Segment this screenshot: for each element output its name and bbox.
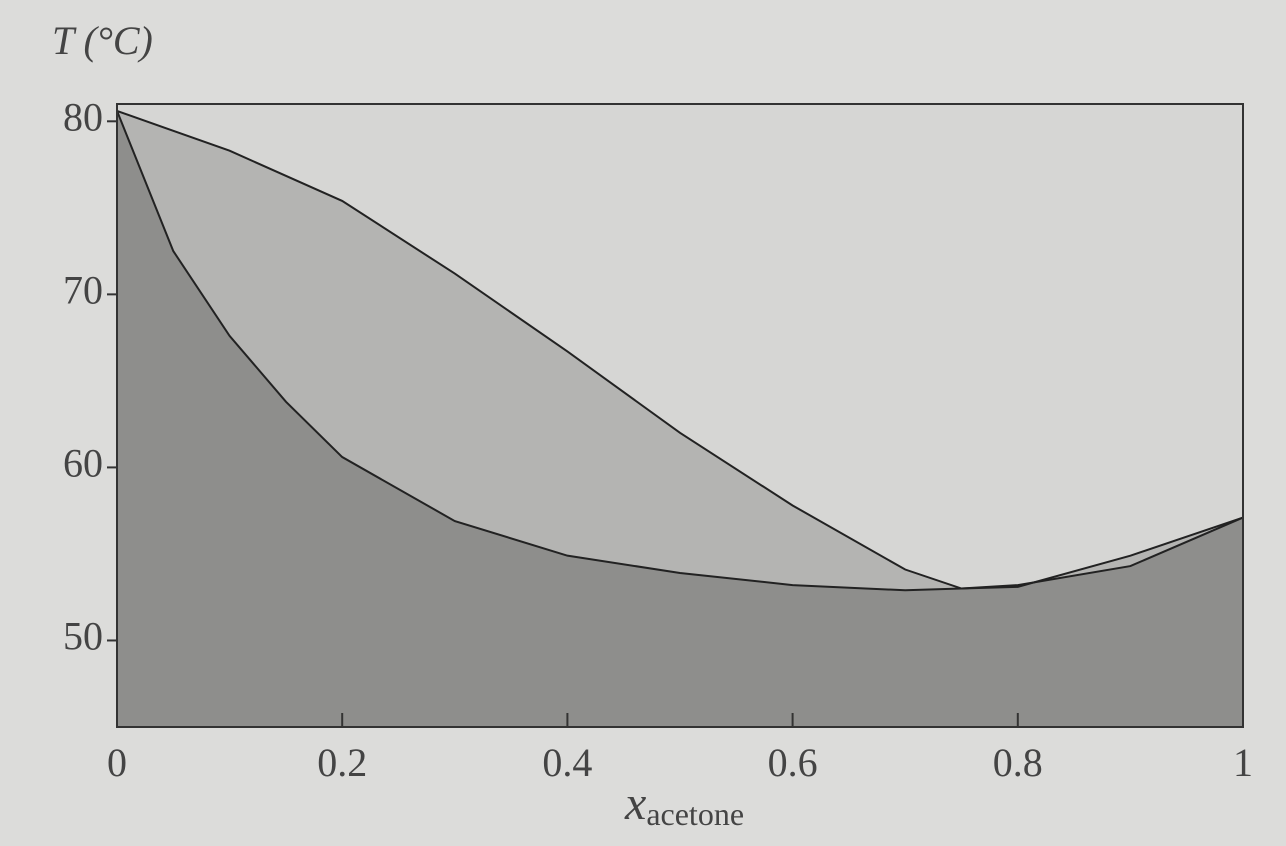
x-axis-label-main: x (624, 777, 646, 830)
plot-frame (116, 103, 1244, 728)
area (117, 110, 1243, 727)
y-axis-label: T (°C) (52, 18, 153, 63)
x-axis-label: xacetone (624, 777, 744, 832)
y-tick-label: 60 (63, 441, 103, 486)
y-tick-label: 50 (63, 614, 103, 659)
x-tick-label: 0.8 (993, 740, 1043, 785)
x-tick-label: 1 (1233, 740, 1253, 785)
y-tick-label: 70 (63, 268, 103, 313)
x-axis-label-sub: acetone (646, 796, 744, 832)
x-tick-label: 0.4 (542, 740, 592, 785)
x-tick-label: 0 (107, 740, 127, 785)
curve (116, 110, 1244, 592)
x-tick-label: 0.6 (768, 740, 818, 785)
y-tick-label: 80 (63, 94, 103, 139)
x-tick-label: 0.2 (317, 740, 367, 785)
